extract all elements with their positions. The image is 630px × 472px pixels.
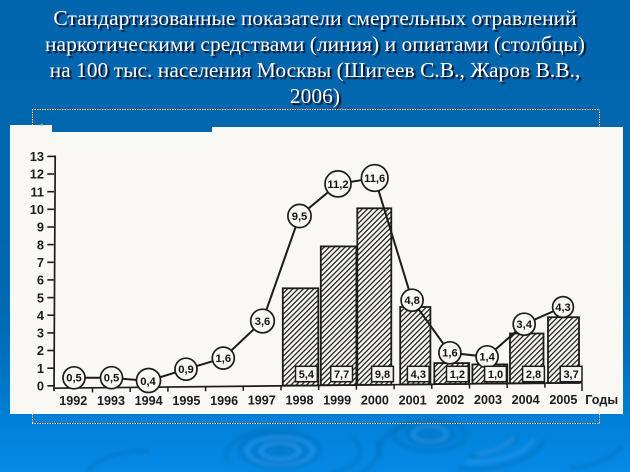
svg-text:1999: 1999 [323,394,351,408]
svg-text:11,2: 11,2 [327,179,348,191]
svg-text:2003: 2003 [474,393,502,407]
svg-text:1998: 1998 [285,394,313,408]
svg-text:0,4: 0,4 [140,376,156,388]
svg-text:4,3: 4,3 [555,302,571,314]
svg-text:1,2: 1,2 [450,369,465,381]
svg-text:2005: 2005 [549,393,577,407]
svg-text:3,4: 3,4 [516,319,532,331]
svg-text:7: 7 [37,255,44,270]
svg-text:10: 10 [30,202,44,217]
svg-text:1993: 1993 [97,394,125,408]
svg-text:4,3: 4,3 [411,369,426,381]
svg-text:2004: 2004 [512,393,540,407]
svg-text:1994: 1994 [135,394,163,408]
svg-text:8: 8 [37,237,44,252]
svg-text:9: 9 [37,220,44,235]
svg-text:Годы: Годы [585,393,618,407]
svg-text:1996: 1996 [210,394,238,408]
svg-text:9,8: 9,8 [375,369,390,381]
svg-text:4: 4 [37,308,45,323]
svg-text:9,5: 9,5 [292,211,308,223]
svg-text:3,7: 3,7 [563,369,578,381]
svg-text:1,6: 1,6 [216,353,232,365]
svg-text:5: 5 [37,290,44,305]
svg-text:6: 6 [37,273,44,288]
svg-text:3,6: 3,6 [255,316,271,328]
svg-text:11,6: 11,6 [364,173,385,185]
svg-text:5,4: 5,4 [299,369,315,381]
svg-text:1,4: 1,4 [479,352,495,364]
svg-text:3: 3 [37,326,44,341]
svg-text:1,6: 1,6 [442,348,458,360]
svg-text:2002: 2002 [436,393,464,407]
svg-text:11: 11 [30,184,44,199]
svg-text:0,9: 0,9 [178,364,194,376]
svg-text:2,8: 2,8 [526,369,541,381]
svg-text:13: 13 [30,149,44,164]
svg-text:2: 2 [37,343,44,358]
svg-text:1,0: 1,0 [488,369,503,381]
svg-text:7,7: 7,7 [334,369,349,381]
svg-text:0,5: 0,5 [104,373,120,385]
svg-text:12: 12 [30,167,44,182]
svg-text:4,8: 4,8 [404,295,420,307]
svg-text:1995: 1995 [172,394,200,408]
svg-text:0: 0 [37,379,44,394]
svg-text:1997: 1997 [248,394,276,408]
svg-text:0,5: 0,5 [66,373,82,385]
svg-text:1: 1 [37,361,44,376]
svg-text:2001: 2001 [399,393,427,407]
svg-text:1992: 1992 [59,394,87,408]
svg-text:2000: 2000 [361,393,389,407]
